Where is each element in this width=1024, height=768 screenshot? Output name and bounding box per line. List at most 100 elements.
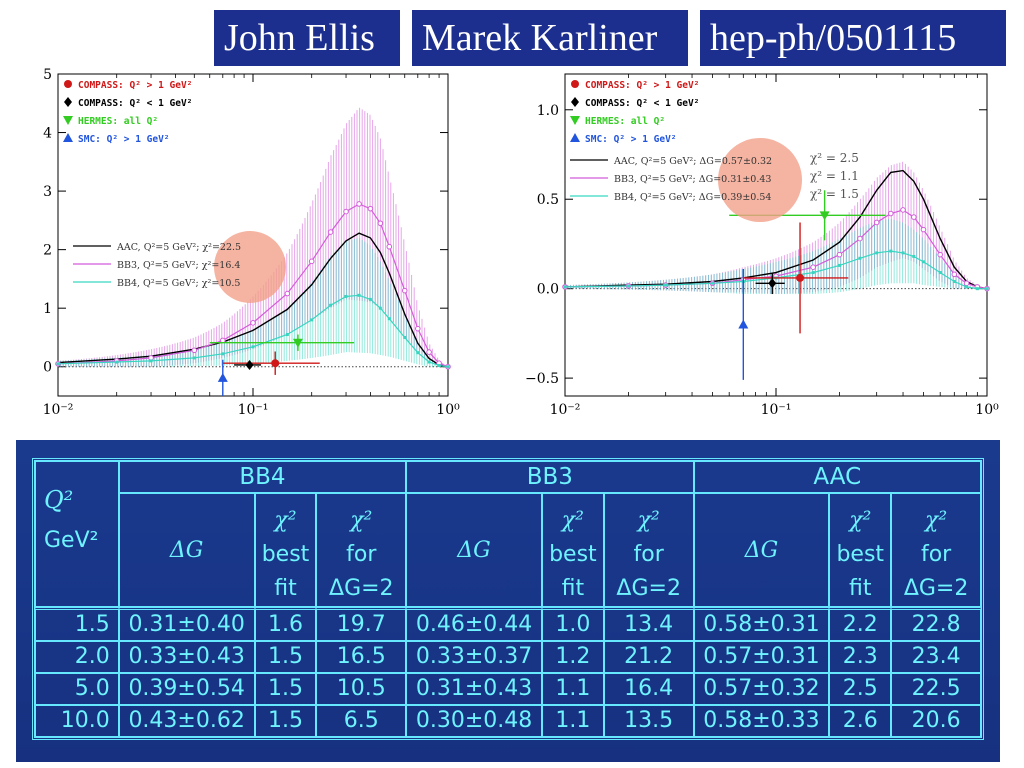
legend-label: BB4, Q²=5 GeV²; χ²=10.5	[117, 278, 240, 289]
bb4-delta-g-cell: 0.31±0.40	[118, 607, 255, 641]
x-tick-label: 10⁻²	[550, 402, 581, 418]
bb4-marker	[975, 287, 979, 291]
bb4-chi-for-header: χ² for ΔG=2	[316, 493, 407, 607]
aac-delta-g-cell: 0.57±0.32	[693, 673, 830, 705]
bb3-marker	[284, 290, 291, 297]
bb4-marker	[387, 317, 391, 321]
legend-marker	[570, 116, 580, 125]
data-point-group	[222, 351, 320, 375]
legend-label: AAC, Q²=5 GeV²; χ²=22.5	[116, 242, 241, 253]
bb4-marker	[329, 303, 333, 307]
bb4-marker	[403, 335, 407, 339]
bb4-chi-for-cell: 6.5	[316, 705, 407, 737]
delta-g-table-panel: Q² GeV² BB4 BB3 AAC ΔG χ² best fit χ² for ΔG=2…	[16, 440, 1000, 762]
bb4-marker	[357, 293, 361, 297]
bb3-chi-for-cell: 16.4	[603, 673, 694, 705]
data-point-group	[217, 359, 228, 396]
bb4-marker	[889, 249, 893, 253]
q-squared-unit: GeV²	[44, 528, 99, 553]
bb4-marker	[344, 294, 348, 298]
bb4-marker	[192, 356, 196, 360]
legend-label: BB4, Q²=5 GeV²; ΔG=0.39±0.54	[614, 192, 771, 203]
group-header-bb4: BB4	[118, 461, 407, 493]
legend-label: COMPASS: Q² > 1 GeV²	[78, 80, 192, 91]
legend-label: SMC: Q² > 1 GeV²	[78, 134, 170, 145]
author-2-banner: Marek Karliner	[412, 10, 688, 66]
y-tick-label: 3	[43, 184, 52, 200]
legend-label: COMPASS: Q² < 1 GeV²	[78, 98, 192, 109]
bb3-marker	[836, 251, 843, 258]
group-header-bb3: BB3	[406, 461, 694, 493]
legend-marker	[571, 80, 579, 88]
aac-delta-g-cell: 0.57±0.31	[693, 641, 830, 673]
table-row: 2.0 0.33±0.43 1.5 16.5 0.33±0.37 1.2 21.2 0.57±…	[35, 641, 981, 673]
bb3-marker	[401, 287, 408, 294]
q-squared-cell: 5.0	[35, 673, 119, 705]
bb3-marker	[219, 337, 226, 344]
bb4-marker	[56, 362, 60, 366]
header-line: χ²	[925, 508, 948, 533]
bb3-delta-g-cell: 0.31±0.43	[406, 673, 542, 705]
delta-g-table: Q² GeV² BB4 BB3 AAC ΔG χ² best fit χ² for ΔG=2…	[32, 458, 984, 740]
bb3-chi-for-cell: 21.2	[603, 641, 694, 673]
aac-chi-for-cell: 22.8	[891, 607, 981, 641]
header-line: χ²	[350, 508, 373, 533]
aac-chi-for-header: χ² for ΔG=2	[891, 493, 981, 607]
bb4-chi-best-header: χ² best fit	[254, 493, 317, 607]
header-line: best	[549, 542, 597, 567]
bb3-marker	[250, 320, 256, 326]
header-line: for	[633, 542, 664, 567]
data-point	[738, 319, 749, 329]
right-chart: 10⁻² 10⁻¹ 10⁰ −0.5 0.0 0.5 1.0 COMPASS: Q² > 1 …	[525, 73, 999, 418]
bb3-marker	[873, 219, 880, 226]
header-line: fit	[561, 576, 585, 601]
header-line: ΔG=2	[903, 576, 969, 601]
legend-marker	[64, 80, 72, 88]
y-tick-label: 1.0	[537, 103, 559, 119]
header-line: fit	[274, 576, 297, 601]
bb4-delta-g-cell: 0.33±0.43	[118, 641, 255, 673]
bb3-marker	[911, 214, 917, 220]
header-line: best	[261, 542, 310, 567]
bb4-marker	[664, 283, 668, 287]
aac-chi-for-cell: 22.5	[891, 673, 981, 705]
bb4-marker	[710, 281, 714, 285]
bb3-marker	[937, 251, 943, 258]
bb3-chi-for-header: χ² for ΔG=2	[603, 493, 694, 607]
data-point	[271, 359, 280, 368]
legend-label: AAC, Q²=5 GeV²; ΔG=0.57±0.32	[613, 156, 772, 167]
bb4-delta-g-header: ΔG	[118, 493, 255, 607]
bb3-chi-for-cell: 13.5	[603, 705, 694, 737]
bb3-marker	[963, 280, 970, 287]
x-tick-label: 10⁻¹	[238, 402, 269, 418]
y-tick-label: 0	[43, 360, 52, 376]
legend-label: COMPASS: Q² < 1 GeV²	[585, 98, 699, 109]
aac-chi-for-cell: 20.6	[891, 705, 981, 737]
author-1-banner: John Ellis	[214, 10, 400, 66]
header-line: ΔG=2	[329, 576, 394, 601]
bb4-chi-best-cell: 1.6	[254, 607, 317, 641]
bb3-chi-best-cell: 1.1	[541, 705, 604, 737]
aac-delta-g-cell: 0.58±0.33	[693, 705, 830, 737]
bb4-marker	[921, 260, 925, 264]
data-point	[245, 359, 254, 370]
bb4-marker	[965, 285, 969, 289]
bb3-chi-best-cell: 1.0	[541, 607, 604, 641]
legend-label: BB3, Q²=5 GeV²; ΔG=0.31±0.43	[614, 174, 771, 185]
bb4-chi-for-cell: 16.5	[316, 641, 407, 673]
bb3-marker	[920, 226, 927, 233]
bb3-chi-for-cell: 13.4	[603, 607, 694, 641]
bb3-delta-g-cell: 0.46±0.44	[406, 607, 542, 641]
data-point-group	[743, 222, 849, 334]
bb4-marker	[427, 360, 431, 364]
header-line: fit	[849, 576, 872, 601]
sub-header-row: ΔG χ² best fit χ² for ΔG=2 ΔG χ² best fit χ² for ΔG=2…	[35, 493, 981, 607]
data-point	[819, 211, 830, 221]
q-squared-header: Q² GeV²	[35, 461, 119, 607]
q-squared-cell: 2.0	[35, 641, 119, 673]
data-point-group	[755, 272, 785, 295]
y-tick-label: 0.5	[537, 192, 559, 208]
bb3-marker	[414, 325, 421, 332]
y-tick-label: 1	[43, 301, 52, 317]
legend-marker	[63, 116, 73, 125]
